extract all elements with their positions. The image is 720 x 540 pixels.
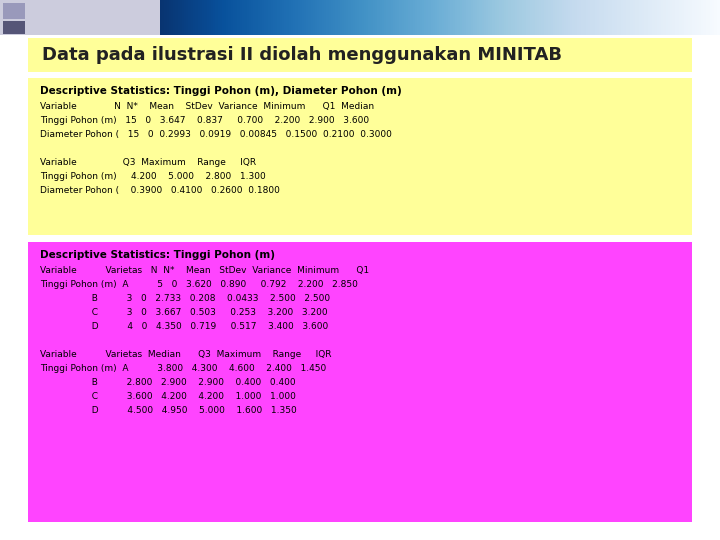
Text: C          3   0   3.667   0.503     0.253    3.200   3.200: C 3 0 3.667 0.503 0.253 3.200 3.200 [40,308,328,317]
Text: Tinggi Pohon (m)  A          3.800   4.300    4.600    2.400   1.450: Tinggi Pohon (m) A 3.800 4.300 4.600 2.4… [40,364,326,373]
Text: Variable          Varietas   N  N*    Mean   StDev  Variance  Minimum      Q1: Variable Varietas N N* Mean StDev Varian… [40,266,369,275]
Text: D          4.500   4.950    5.000    1.600   1.350: D 4.500 4.950 5.000 1.600 1.350 [40,406,297,415]
FancyBboxPatch shape [28,242,692,522]
Text: Tinggi Pohon (m)  A          5   0   3.620   0.890     0.792    2.200   2.850: Tinggi Pohon (m) A 5 0 3.620 0.890 0.792… [40,280,358,289]
Text: Tinggi Pohon (m)     4.200    5.000    2.800   1.300: Tinggi Pohon (m) 4.200 5.000 2.800 1.300 [40,172,266,181]
Text: B          3   0   2.733   0.208    0.0433    2.500   2.500: B 3 0 2.733 0.208 0.0433 2.500 2.500 [40,294,330,303]
Text: Diameter Pohon (    0.3900   0.4100   0.2600  0.1800: Diameter Pohon ( 0.3900 0.4100 0.2600 0.… [40,186,280,195]
Text: Data pada ilustrasi II diolah menggunakan MINITAB: Data pada ilustrasi II diolah menggunaka… [42,46,562,64]
FancyBboxPatch shape [3,21,25,34]
Text: Variable             N  N*    Mean    StDev  Variance  Minimum      Q1  Median: Variable N N* Mean StDev Variance Minimu… [40,102,374,111]
FancyBboxPatch shape [28,78,692,235]
Text: Variable          Varietas  Median      Q3  Maximum    Range     IQR: Variable Varietas Median Q3 Maximum Rang… [40,350,331,359]
Text: Descriptive Statistics: Tinggi Pohon (m): Descriptive Statistics: Tinggi Pohon (m) [40,250,275,260]
Text: D          4   0   4.350   0.719     0.517    3.400   3.600: D 4 0 4.350 0.719 0.517 3.400 3.600 [40,322,328,331]
Text: Tinggi Pohon (m)   15   0   3.647    0.837     0.700    2.200   2.900   3.600: Tinggi Pohon (m) 15 0 3.647 0.837 0.700 … [40,116,369,125]
FancyBboxPatch shape [0,0,720,35]
Text: Diameter Pohon (   15   0  0.2993   0.0919   0.00845   0.1500  0.2100  0.3000: Diameter Pohon ( 15 0 0.2993 0.0919 0.00… [40,130,392,139]
Text: Variable                Q3  Maximum    Range     IQR: Variable Q3 Maximum Range IQR [40,158,256,167]
Text: C          3.600   4.200    4.200    1.000   1.000: C 3.600 4.200 4.200 1.000 1.000 [40,392,296,401]
FancyBboxPatch shape [3,3,25,19]
Text: B          2.800   2.900    2.900    0.400   0.400: B 2.800 2.900 2.900 0.400 0.400 [40,378,296,387]
FancyBboxPatch shape [0,0,160,35]
Text: Descriptive Statistics: Tinggi Pohon (m), Diameter Pohon (m): Descriptive Statistics: Tinggi Pohon (m)… [40,86,402,96]
FancyBboxPatch shape [28,38,692,72]
